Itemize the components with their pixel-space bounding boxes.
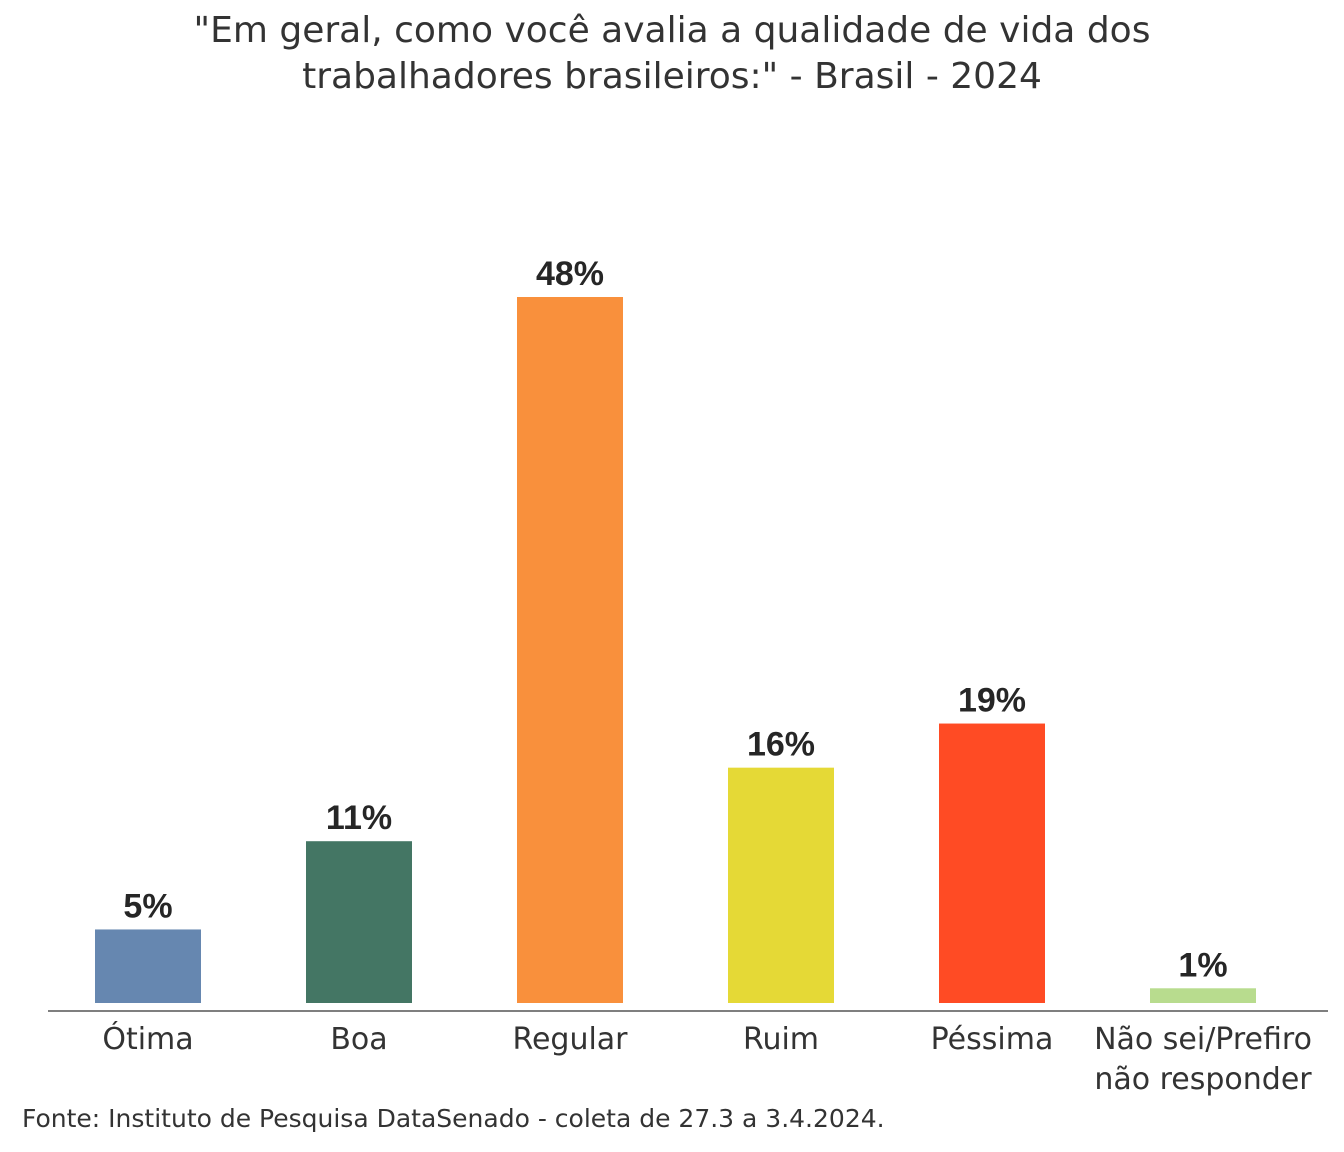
bar-2 (517, 297, 623, 1003)
chart-title: "Em geral, como você avalia a qualidade … (0, 8, 1344, 100)
category-label-1: Boa (330, 1022, 387, 1057)
chart-title-line-2: trabalhadores brasileiros:" - Brasil - 2… (302, 56, 1042, 97)
bars-group: 5% Ótima 11% Boa 48% Regular 16% Ruim 19% Péssima… (95, 255, 1312, 1097)
source-note: Fonte: Instituto de Pesquisa DataSenado … (22, 1104, 885, 1133)
category-label-0: Ótima (102, 1020, 193, 1057)
bar-value-label-4: 19% (958, 682, 1026, 720)
category-label-5-line-0: Não sei/Prefiro (1094, 1022, 1312, 1057)
category-label-4: Péssima (931, 1022, 1054, 1057)
category-label-2: Regular (512, 1022, 628, 1057)
bar-3 (728, 767, 834, 1003)
bar-value-label-3: 16% (747, 726, 815, 764)
bar-value-label-5: 1% (1178, 946, 1227, 984)
bar-4 (939, 723, 1045, 1003)
bar-5 (1150, 988, 1256, 1003)
category-label-5-line-1: não responder (1094, 1062, 1312, 1097)
chart-title-line-1: "Em geral, como você avalia a qualidade … (193, 10, 1151, 51)
bar-value-label-0: 5% (123, 887, 172, 925)
bar-value-label-2: 48% (536, 255, 604, 293)
bar-1 (306, 841, 412, 1003)
category-label-3: Ruim (743, 1022, 819, 1057)
bar-chart: 5% Ótima 11% Boa 48% Regular 16% Ruim 19% Péssima… (48, 255, 1328, 1097)
bar-0 (95, 929, 201, 1003)
bar-value-label-1: 11% (326, 799, 392, 837)
